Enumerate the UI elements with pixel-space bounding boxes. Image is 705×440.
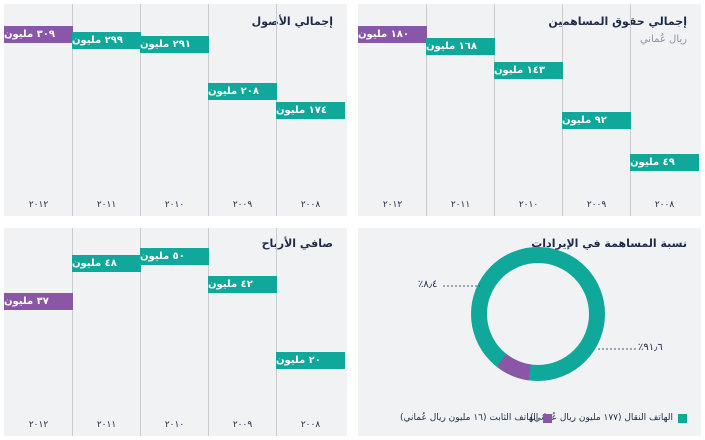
equity-title: إجمالي حقوق المساهمين <box>548 15 687 28</box>
year-label: ٢٠٠٨ <box>654 200 675 210</box>
donut-slice-fixed <box>496 353 532 381</box>
legend-fixed-swatch <box>543 413 553 423</box>
year-label: ٢٠١٢ <box>28 420 49 430</box>
revenue-donut <box>443 247 636 381</box>
gridline <box>72 4 73 216</box>
gridline <box>562 4 563 216</box>
legend-mobile-swatch <box>678 413 687 423</box>
revenue-title: نسبة المساهمة في الإيرادات <box>531 237 687 250</box>
legend-mobile-label: الهاتف النقال (١٧٧ مليون ريال عُماني) <box>530 413 673 423</box>
legend-fixed-label: الهاتف الثابت (١٦ مليون ريال عُماني) <box>400 413 539 423</box>
equity-subtitle: ريال عُماني <box>639 34 687 45</box>
bar-2011: ٤٨ مليون <box>72 254 141 272</box>
bar-2009: ٤٢ مليون <box>208 275 277 293</box>
bar-2008: ١٧٤ مليون <box>276 102 345 119</box>
bar-2011: ١٦٨ مليون <box>426 37 495 55</box>
year-label: ٢٠١١ <box>96 200 117 210</box>
year-label: ٢٠١٢ <box>382 200 403 210</box>
donut-slice-mobile <box>471 247 605 381</box>
year-label: ٢٠٠٩ <box>232 420 253 430</box>
legend-mobile: الهاتف النقال (١٧٧ مليون ريال عُماني) <box>530 413 687 423</box>
bar-2008: ٤٩ مليون <box>630 154 699 171</box>
gridline <box>208 4 209 216</box>
bar-2009: ٢٠٨ مليون <box>208 82 277 100</box>
fixed-percent-label: ٨٫٤٪ <box>418 279 438 290</box>
bar-2011: ٢٩٩ مليون <box>72 31 141 49</box>
year-label: ٢٠١١ <box>450 200 471 210</box>
gridline <box>276 228 277 436</box>
profit-title: صافي الأرباح <box>261 237 333 250</box>
gridline <box>630 4 631 216</box>
assets-panel: إجمالي الأصول ٣٠٩ مليون ٢٠١٢ ٢٩٩ مليون ٢٠١١… <box>4 4 347 216</box>
year-label: ٢٠٠٨ <box>300 420 321 430</box>
bar-2012: ١٨٠ مليون <box>358 26 427 43</box>
bar-2012: ٣٧ مليون <box>4 293 73 311</box>
bar-2008: ٢٠ مليون <box>276 352 345 369</box>
bar-2010: ٢٩١ مليون <box>140 36 209 54</box>
assets-title: إجمالي الأصول <box>251 15 333 28</box>
equity-panel: إجمالي حقوق المساهمين ريال عُماني ١٨٠ مل… <box>358 4 701 216</box>
bar-2010: ٥٠ مليون <box>140 248 209 265</box>
year-label: ٢٠٠٩ <box>232 200 253 210</box>
gridline <box>426 4 427 216</box>
gridline <box>140 4 141 216</box>
profit-panel: صافي الأرباح ٣٧ مليون ٢٠١٢ ٤٨ مليون ٢٠١١ ٥٠ … <box>4 228 347 436</box>
gridline <box>494 4 495 216</box>
legend-fixed: الهاتف الثابت (١٦ مليون ريال عُماني) <box>400 413 553 423</box>
year-label: ٢٠١١ <box>96 420 117 430</box>
revenue-panel: نسبة المساهمة في الإيرادات ٨٫٤٪ ٩١٫٦٪ ال… <box>358 228 701 436</box>
bar-2010: ١٤٣ مليون <box>494 62 563 80</box>
bar-2009: ٩٢ مليون <box>562 111 631 129</box>
year-label: ٢٠١٠ <box>164 420 185 430</box>
gridline <box>140 228 141 436</box>
gridline <box>208 228 209 436</box>
year-label: ٢٠٠٨ <box>300 200 321 210</box>
year-label: ٢٠١٢ <box>28 200 49 210</box>
gridline <box>72 228 73 436</box>
year-label: ٢٠١٠ <box>164 200 185 210</box>
mobile-percent-label: ٩١٫٦٪ <box>638 342 663 353</box>
year-label: ٢٠١٠ <box>518 200 539 210</box>
year-label: ٢٠٠٩ <box>586 200 607 210</box>
bar-2012: ٣٠٩ مليون <box>4 26 73 43</box>
